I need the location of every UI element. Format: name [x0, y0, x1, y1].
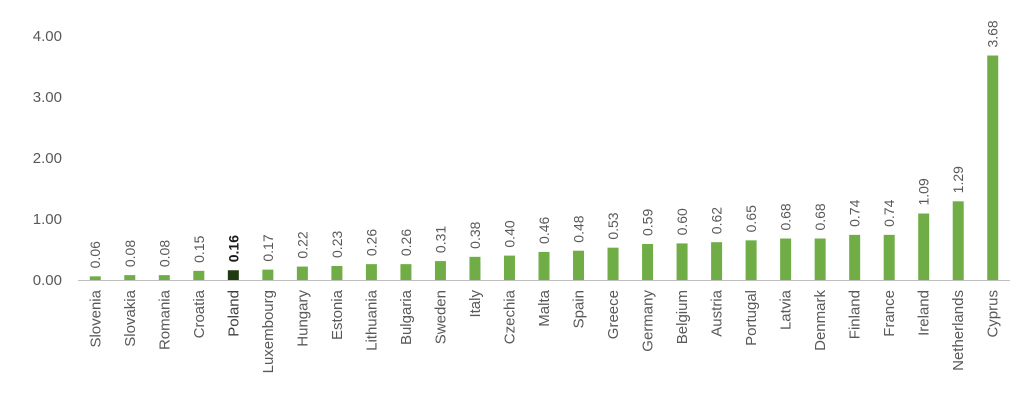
value-labels: 0.06 0.08 0.08 0.15 0.16 0.17 0.22 0.23 0.26 0.26…: [87, 20, 1000, 268]
bar-malta: [538, 251, 550, 280]
value-label: 0.65: [743, 205, 759, 232]
value-label: 3.68: [985, 20, 1001, 47]
bar-estonia: [331, 265, 343, 280]
value-label: 0.62: [709, 207, 725, 234]
bar-luxembourg: [262, 269, 274, 280]
value-label: 0.08: [122, 240, 138, 267]
value-label: 0.06: [87, 241, 103, 268]
value-label: 0.74: [881, 199, 897, 226]
category-label: Finland: [847, 290, 864, 339]
bar-italy: [469, 256, 481, 280]
bar-lithuania: [365, 264, 377, 280]
value-label: 0.23: [329, 231, 345, 258]
category-label: France: [881, 290, 898, 337]
category-label: Cyprus: [985, 290, 1002, 338]
category-label: Lithuania: [363, 289, 380, 351]
bar-sweden: [434, 261, 446, 280]
y-tick-label: 2.00: [33, 150, 62, 167]
value-label: 0.22: [294, 231, 310, 258]
bar-croatia: [193, 270, 205, 280]
bar-denmark: [814, 238, 826, 280]
category-label: Slovakia: [122, 289, 139, 346]
category-label: Bulgaria: [398, 289, 415, 345]
y-tick-label: 3.00: [33, 89, 62, 106]
y-tick-label: 4.00: [33, 28, 62, 45]
value-label: 0.59: [640, 209, 656, 236]
category-label: Hungary: [294, 290, 311, 347]
category-label: Poland: [225, 290, 242, 337]
bar-bulgaria: [400, 264, 412, 280]
value-label: 0.60: [674, 208, 690, 235]
bar-cyprus: [987, 55, 999, 280]
category-label: Estonia: [329, 289, 346, 340]
bar-ireland: [918, 213, 930, 280]
category-label: Latvia: [778, 289, 795, 330]
bar-netherlands: [952, 201, 964, 280]
y-axis-ticks: 0.00 1.00 2.00 3.00 4.00: [33, 28, 62, 289]
bar-belgium: [676, 243, 688, 280]
value-label: 1.29: [950, 166, 966, 193]
category-label: Czechia: [501, 289, 518, 344]
category-label: Germany: [640, 290, 657, 352]
y-tick-label: 1.00: [33, 211, 62, 228]
value-label: 0.46: [536, 216, 552, 243]
bar-hungary: [296, 266, 308, 280]
category-label: Romania: [156, 289, 173, 350]
category-label: Greece: [605, 290, 622, 339]
value-label: 0.68: [812, 203, 828, 230]
value-label: 0.38: [467, 221, 483, 248]
bar-romania: [158, 275, 170, 280]
bars: [89, 55, 999, 280]
y-tick-label: 0.00: [33, 272, 62, 289]
value-label: 0.26: [398, 229, 414, 256]
bar-latvia: [780, 238, 792, 280]
category-label: Italy: [467, 290, 484, 318]
value-label: 0.15: [191, 235, 207, 262]
value-label: 0.16: [225, 235, 241, 262]
category-label: Slovenia: [87, 289, 104, 347]
value-label: 0.48: [571, 215, 587, 242]
category-label: Malta: [536, 289, 553, 326]
category-label: Belgium: [674, 290, 691, 344]
category-label: Luxembourg: [260, 290, 277, 373]
value-label: 0.68: [778, 203, 794, 230]
bar-austria: [711, 242, 723, 280]
category-label: Austria: [709, 289, 726, 336]
bar-slovakia: [124, 275, 136, 280]
bar-finland: [849, 234, 861, 280]
bar-spain: [573, 250, 585, 280]
category-label: Portugal: [743, 290, 760, 346]
bar-germany: [642, 244, 654, 280]
value-label: 0.74: [847, 199, 863, 226]
value-label: 1.09: [916, 178, 932, 205]
value-label: 0.17: [260, 234, 276, 261]
category-label: Ireland: [916, 290, 933, 336]
category-label: Netherlands: [950, 290, 967, 371]
bar-greece: [607, 247, 619, 280]
value-label: 0.31: [432, 226, 448, 253]
bar-poland: [227, 270, 239, 280]
value-label: 0.26: [363, 229, 379, 256]
category-label: Denmark: [812, 290, 829, 351]
bar-france: [883, 234, 895, 280]
category-label: Spain: [571, 290, 588, 328]
value-label: 0.40: [501, 220, 517, 247]
category-label: Croatia: [191, 289, 208, 338]
category-label: Sweden: [432, 290, 449, 344]
bar-slovenia: [89, 276, 101, 280]
value-label: 0.08: [156, 240, 172, 267]
value-label: 0.53: [605, 212, 621, 239]
bar-portugal: [745, 240, 757, 280]
bar-czechia: [503, 255, 515, 280]
category-labels: Slovenia Slovakia Romania Croatia Poland Luxe…: [87, 289, 1001, 373]
